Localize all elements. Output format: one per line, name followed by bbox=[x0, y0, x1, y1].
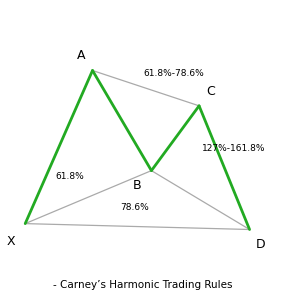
Text: 61.8%-78.6%: 61.8%-78.6% bbox=[143, 69, 204, 78]
Text: A: A bbox=[77, 49, 86, 62]
Text: D: D bbox=[256, 238, 266, 251]
Text: 61.8%: 61.8% bbox=[56, 172, 84, 181]
Text: 127%-161.8%: 127%-161.8% bbox=[202, 144, 265, 153]
Text: B: B bbox=[133, 179, 142, 192]
Text: 78.6%: 78.6% bbox=[120, 203, 149, 212]
Text: - Carney’s Harmonic Trading Rules: - Carney’s Harmonic Trading Rules bbox=[53, 280, 233, 290]
Text: X: X bbox=[7, 235, 15, 248]
Text: C: C bbox=[206, 85, 215, 98]
